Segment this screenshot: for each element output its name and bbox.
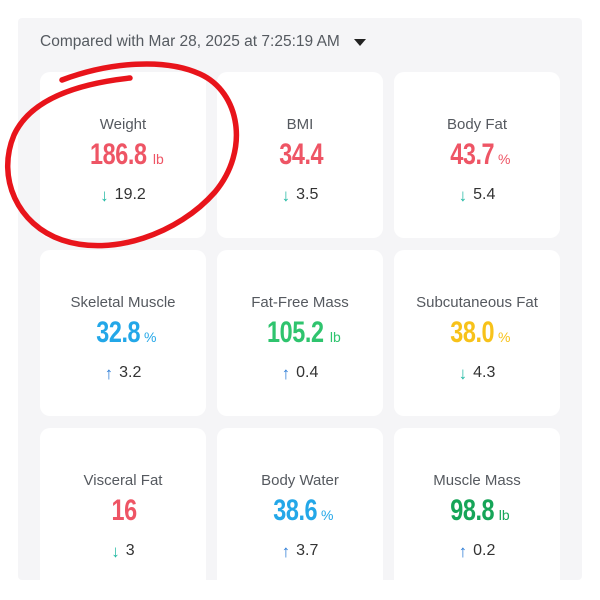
metric-change: ↑ 3.2 (40, 364, 206, 382)
metric-label: Weight (99, 116, 147, 133)
metric-label: Visceral Fat (83, 472, 163, 489)
metric-change-value: 3.7 (296, 542, 319, 559)
metric-card-bmi[interactable]: BMI 34.4 ↓ 3.5 (217, 72, 383, 238)
metric-change-value: 4.3 (473, 364, 496, 381)
metric-value: 38.6 % (217, 494, 383, 530)
metric-change-value: 3 (125, 542, 135, 559)
metric-unit: % (320, 507, 334, 523)
metric-value: 16 (40, 494, 206, 530)
metric-card-visceral-fat[interactable]: Visceral Fat 16 ↓ 3 (40, 428, 206, 594)
metric-change-value: 19.2 (114, 186, 146, 203)
metric-unit: lb (498, 507, 510, 523)
metric-change-value: 3.5 (296, 186, 319, 203)
metric-number: 34.4 (278, 138, 323, 171)
metric-change: ↓ 4.3 (394, 364, 560, 382)
metric-number: 186.8 (90, 138, 147, 171)
metric-label: Skeletal Muscle (70, 294, 176, 311)
metric-number: 98.8 (450, 494, 495, 527)
metric-label: Fat-Free Mass (251, 294, 349, 311)
metric-unit: lb (152, 151, 164, 167)
arrow-down-icon: ↓ (111, 541, 120, 561)
metric-card-fat-free-mass[interactable]: Fat-Free Mass 105.2 lb ↑ 0.4 (217, 250, 383, 416)
metric-value: 105.2 lb (217, 316, 383, 352)
metric-change: ↓ 3 (40, 542, 206, 560)
arrow-down-icon: ↓ (100, 185, 109, 205)
metric-change: ↑ 3.7 (217, 542, 383, 560)
metric-number: 105.2 (267, 316, 324, 349)
compare-date-dropdown[interactable]: Compared with Mar 28, 2025 at 7:25:19 AM (40, 30, 366, 54)
metric-value: 34.4 (217, 138, 383, 174)
arrow-up-icon: ↑ (104, 363, 114, 383)
metric-card-weight[interactable]: Weight 186.8 lb ↓ 19.2 (40, 72, 206, 238)
metric-card-skeletal-muscle[interactable]: Skeletal Muscle 32.8 % ↑ 3.2 (40, 250, 206, 416)
metric-value: 43.7 % (394, 138, 560, 174)
metric-number: 16 (111, 494, 137, 527)
arrow-down-icon: ↓ (281, 185, 291, 205)
metric-card-body-water[interactable]: Body Water 38.6 % ↑ 3.7 (217, 428, 383, 594)
metric-value: 186.8 lb (40, 138, 206, 174)
caret-down-icon (353, 38, 366, 46)
metric-change: ↑ 0.4 (217, 364, 383, 382)
metric-unit: lb (329, 329, 341, 345)
metric-change: ↓ 5.4 (394, 186, 560, 204)
metric-label: Body Water (261, 472, 339, 489)
metric-unit: % (497, 329, 511, 345)
metric-change: ↓ 19.2 (40, 186, 206, 204)
metric-label: Body Fat (446, 116, 508, 133)
metric-card-subcutaneous-fat[interactable]: Subcutaneous Fat 38.0 % ↓ 4.3 (394, 250, 560, 416)
arrow-up-icon: ↑ (281, 363, 291, 383)
metric-label: Subcutaneous Fat (416, 294, 538, 311)
metric-label: BMI (286, 116, 314, 133)
metric-number: 43.7 (449, 138, 494, 171)
metric-change-value: 0.4 (296, 364, 319, 381)
metric-change-value: 0.2 (473, 542, 496, 559)
arrow-up-icon: ↑ (458, 541, 468, 561)
arrow-down-icon: ↓ (458, 185, 468, 205)
metric-change: ↑ 0.2 (394, 542, 560, 560)
metric-number: 32.8 (95, 316, 140, 349)
arrow-down-icon: ↓ (458, 363, 468, 383)
metric-change-value: 3.2 (119, 364, 142, 381)
metric-number: 38.6 (272, 494, 317, 527)
metric-value: 98.8 lb (394, 494, 560, 530)
metric-change-value: 5.4 (473, 186, 496, 203)
metric-value: 32.8 % (40, 316, 206, 352)
metric-card-body-fat[interactable]: Body Fat 43.7 % ↓ 5.4 (394, 72, 560, 238)
metric-label: Muscle Mass (433, 472, 521, 489)
metric-value: 38.0 % (394, 316, 560, 352)
metric-number: 38.0 (449, 316, 494, 349)
arrow-up-icon: ↑ (281, 541, 291, 561)
metric-change: ↓ 3.5 (217, 186, 383, 204)
metric-card-muscle-mass[interactable]: Muscle Mass 98.8 lb ↑ 0.2 (394, 428, 560, 594)
metric-unit: % (497, 151, 511, 167)
metric-unit: % (143, 329, 157, 345)
compare-date-label: Compared with Mar 28, 2025 at 7:25:19 AM (40, 33, 340, 50)
